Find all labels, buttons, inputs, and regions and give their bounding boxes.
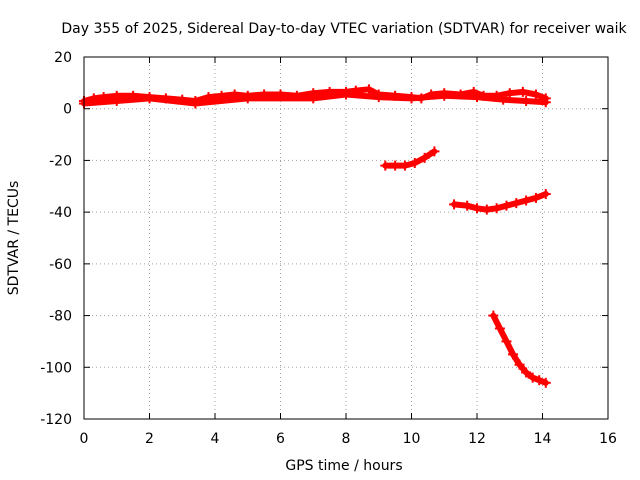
grid-layer xyxy=(84,57,608,419)
data-point xyxy=(501,200,512,211)
tick-layer: 0 2 4 6 8 10 12 14 16 -120 -100 -80 -60 -40 -20 0 20 xyxy=(40,50,617,447)
data-point xyxy=(540,377,551,388)
data-point xyxy=(527,372,538,383)
data-point xyxy=(521,367,532,378)
data-point xyxy=(419,152,430,163)
data-point xyxy=(514,359,525,370)
data-layer xyxy=(79,84,551,388)
data-point xyxy=(399,160,410,171)
x-tick-label: 2 xyxy=(145,431,154,447)
data-point xyxy=(504,88,515,99)
data-point xyxy=(540,189,551,200)
x-tick-label: 4 xyxy=(211,431,220,447)
data-point xyxy=(530,192,541,203)
data-point xyxy=(494,323,505,334)
data-point xyxy=(472,92,482,103)
y-tick-label: -100 xyxy=(40,360,72,376)
data-point xyxy=(501,336,512,347)
data-point xyxy=(540,97,551,108)
data-point xyxy=(190,98,201,109)
data-point xyxy=(380,160,391,171)
y-tick-label: -20 xyxy=(49,153,72,169)
y-tick-label: -80 xyxy=(49,309,72,325)
data-point xyxy=(341,89,351,100)
plot-frame xyxy=(83,56,609,420)
data-point xyxy=(517,86,528,97)
data-point xyxy=(491,203,502,214)
y-tick-label: -120 xyxy=(40,412,72,428)
data-point xyxy=(498,94,509,105)
x-tick-label: 0 xyxy=(80,431,89,447)
data-point xyxy=(481,204,492,215)
data-point xyxy=(406,93,417,104)
y-tick-label: -40 xyxy=(49,205,72,221)
data-point xyxy=(521,195,532,206)
data-point xyxy=(488,310,499,321)
data-point xyxy=(462,200,473,211)
data-point xyxy=(511,198,522,209)
data-point xyxy=(144,93,155,104)
x-tick-label: 12 xyxy=(468,431,486,447)
data-point xyxy=(242,93,253,104)
y-tick-label: 20 xyxy=(54,50,72,66)
y-axis-label: SDTVAR / TECUs xyxy=(6,181,22,296)
data-point xyxy=(429,146,440,157)
y-tick-label: -60 xyxy=(49,257,72,273)
data-point xyxy=(521,95,532,106)
data-point xyxy=(439,90,450,101)
y-tick-label: 0 xyxy=(63,102,72,118)
x-tick-label: 10 xyxy=(403,431,421,447)
data-point xyxy=(449,199,460,210)
data-point xyxy=(363,84,374,95)
x-tick-label: 6 xyxy=(276,431,285,447)
data-point xyxy=(508,349,519,360)
data-point xyxy=(373,92,384,103)
data-point xyxy=(390,160,401,171)
data-point xyxy=(308,93,319,104)
series-line xyxy=(451,191,549,213)
series-line xyxy=(490,312,549,386)
data-point xyxy=(472,203,482,214)
data-point xyxy=(111,95,122,106)
chart-title: Day 355 of 2025, Sidereal Day-to-day VTE… xyxy=(61,21,627,37)
data-point xyxy=(534,375,545,386)
x-axis-label: GPS time / hours xyxy=(285,458,402,474)
data-point xyxy=(409,158,420,169)
x-tick-label: 8 xyxy=(342,431,351,447)
x-tick-label: 16 xyxy=(599,431,617,447)
x-tick-label: 14 xyxy=(534,431,552,447)
data-point xyxy=(530,89,541,100)
